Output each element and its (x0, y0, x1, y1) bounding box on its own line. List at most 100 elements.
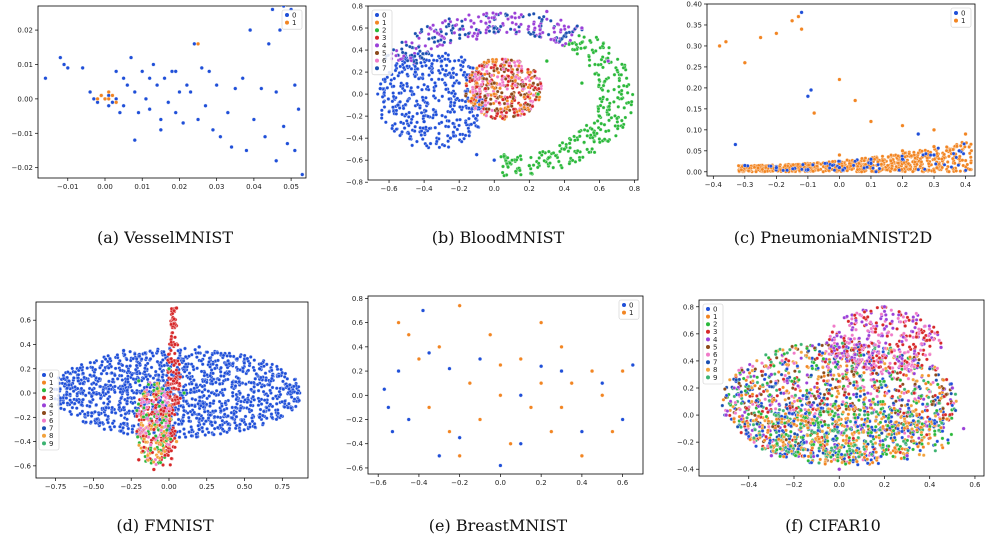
legend-marker (42, 403, 46, 408)
density-point (433, 125, 438, 130)
density-point (202, 373, 207, 378)
density-point (542, 158, 547, 163)
data-point-0 (121, 103, 126, 108)
density-point (167, 413, 172, 418)
density-point (181, 419, 186, 423)
density-point (470, 34, 475, 38)
density-point (384, 120, 388, 125)
density-point (503, 77, 508, 81)
density-point (200, 362, 205, 367)
density-point (949, 416, 954, 421)
density-point (958, 144, 963, 148)
density-point (414, 46, 419, 51)
density-point (855, 167, 860, 172)
density-point (514, 22, 518, 27)
density-point (401, 65, 406, 70)
data-point-2 (181, 390, 187, 396)
density-point (421, 98, 426, 103)
density-point (178, 429, 182, 434)
density-point (477, 86, 482, 91)
density-point (420, 64, 424, 69)
density-point (212, 414, 217, 419)
density-point (942, 152, 947, 157)
density-point (113, 366, 118, 371)
density-point (606, 89, 611, 93)
density-point (535, 165, 540, 170)
density-point (752, 374, 756, 379)
density-point (264, 378, 268, 383)
density-point (131, 356, 136, 361)
density-point (427, 73, 431, 77)
density-point (848, 381, 852, 386)
density-point (439, 38, 443, 42)
density-point (463, 17, 468, 22)
density-point (379, 116, 384, 120)
density-point (380, 112, 384, 117)
data-point-0 (147, 107, 152, 112)
density-point (451, 84, 455, 88)
density-point (141, 449, 145, 454)
density-point (98, 365, 102, 370)
density-point (511, 96, 516, 101)
density-point (145, 453, 150, 458)
density-point (526, 24, 531, 29)
density-point (375, 92, 380, 96)
density-point (482, 72, 487, 77)
density-point (498, 64, 503, 68)
density-point (739, 167, 744, 172)
density-point (183, 354, 188, 359)
density-point (161, 433, 166, 438)
density-point (519, 68, 524, 73)
density-point (510, 20, 515, 25)
density-point (572, 134, 576, 139)
density-point (94, 417, 99, 422)
density-point (168, 390, 173, 394)
density-point (405, 64, 409, 69)
density-point (519, 157, 523, 162)
data-point-0 (43, 76, 48, 81)
density-point (907, 151, 912, 156)
density-point (568, 146, 572, 150)
data-point-1 (102, 96, 108, 101)
density-point (562, 24, 567, 28)
legend-label: 9 (49, 440, 53, 448)
x-tick-label: 0.6 (594, 185, 606, 193)
x-tick-label: −0.6 (381, 185, 399, 193)
density-point (572, 47, 577, 52)
density-point (528, 99, 533, 103)
density-point (124, 357, 129, 362)
density-point (225, 354, 229, 358)
density-point (551, 165, 556, 170)
density-point (587, 58, 592, 62)
density-point (202, 387, 207, 392)
density-point (209, 390, 214, 395)
density-point (184, 362, 188, 367)
density-point (157, 395, 161, 400)
density-point (388, 81, 393, 86)
density-point (98, 396, 103, 401)
density-point (459, 19, 464, 23)
density-point (609, 115, 614, 120)
density-point (134, 363, 139, 368)
density-point (928, 153, 933, 157)
density-point (243, 422, 248, 427)
density-point (458, 132, 463, 137)
density-point (224, 363, 229, 367)
density-point (437, 98, 441, 103)
y-tick-label: −0.2 (14, 414, 31, 422)
data-point-0 (474, 152, 479, 157)
density-point (173, 421, 177, 425)
density-point (473, 101, 477, 106)
density-point (155, 349, 160, 354)
density-point (192, 410, 197, 415)
density-point (119, 396, 123, 401)
density-point (176, 401, 181, 405)
legend-label: 3 (382, 34, 386, 42)
density-point (59, 406, 63, 411)
data-point-4 (606, 58, 611, 64)
legend-marker (42, 395, 46, 400)
density-point (109, 371, 114, 375)
density-point (123, 382, 127, 387)
density-point (402, 126, 407, 130)
density-point (149, 365, 154, 370)
